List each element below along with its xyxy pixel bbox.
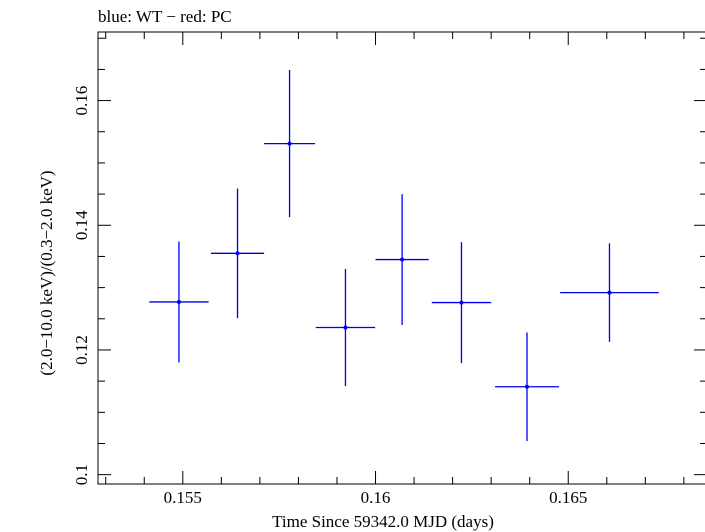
data-series [149,70,659,441]
data-point [495,332,559,441]
axis-ticks: 0.155 0.16 0.165 0.1 0.12 0.14 0.16 [72,32,705,507]
y-tick-label: 0.12 [72,335,91,365]
data-marker [400,257,405,262]
y-axis-label: (2.0−10.0 keV)/(0.3−2.0 keV) [37,170,56,375]
chart-title: blue: WT − red: PC [98,7,232,26]
data-marker [459,300,464,305]
x-tick-label: 0.16 [361,488,391,507]
data-point [149,241,209,363]
data-point [315,268,376,387]
x-tick-label: 0.155 [164,488,202,507]
data-point [210,188,265,319]
data-point [375,194,429,326]
y-tick-label: 0.1 [72,464,91,485]
data-marker [524,384,529,389]
y-tick-label: 0.16 [72,86,91,116]
data-marker [287,141,292,146]
y-tick-label: 0.14 [72,210,91,240]
data-marker [343,325,348,330]
data-marker [607,290,612,295]
data-point [431,242,492,364]
data-marker [235,251,240,256]
x-axis-label: Time Since 59342.0 MJD (days) [272,512,494,531]
x-tick-label: 0.165 [549,488,587,507]
data-marker [176,299,181,304]
data-point [560,243,659,342]
data-point [264,70,316,218]
plot-frame [97,31,705,485]
